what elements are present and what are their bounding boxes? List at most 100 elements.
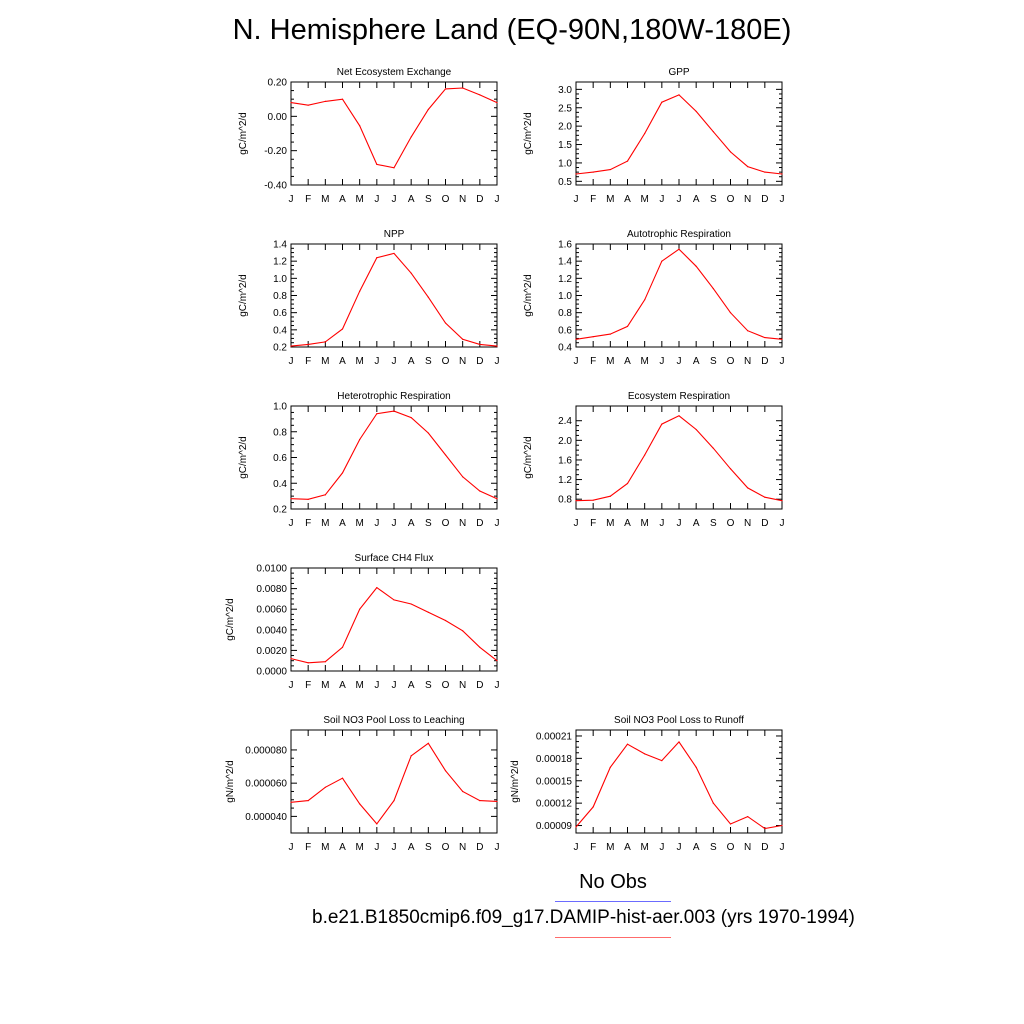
y-tick-label: 0.0060 bbox=[256, 605, 287, 616]
y-axis-label: gN/m^2/d bbox=[225, 760, 236, 803]
data-point bbox=[729, 151, 732, 153]
data-point bbox=[444, 619, 447, 622]
x-tick-label: O bbox=[727, 842, 735, 853]
x-tick-label: A bbox=[624, 194, 631, 205]
data-point bbox=[729, 468, 732, 470]
plot-frame bbox=[575, 729, 783, 834]
series-line bbox=[290, 586, 498, 664]
y-tick-label: -0.40 bbox=[264, 181, 287, 192]
x-tick-label: A bbox=[339, 842, 346, 853]
y-tick-label: 0.00009 bbox=[536, 821, 573, 832]
data-point bbox=[695, 428, 697, 431]
data-point bbox=[444, 454, 447, 456]
x-tick-label: S bbox=[425, 518, 432, 529]
series-line bbox=[575, 248, 783, 340]
x-tick-label: S bbox=[710, 194, 717, 205]
y-tick-label: 1.4 bbox=[558, 257, 572, 268]
legend-model-line bbox=[555, 937, 671, 938]
data-point bbox=[393, 410, 395, 412]
plot-frame bbox=[290, 729, 498, 834]
x-tick-label: J bbox=[574, 842, 579, 853]
data-point bbox=[410, 272, 412, 274]
data-point bbox=[444, 322, 447, 324]
x-tick-label: A bbox=[408, 518, 415, 529]
x-tick-label: O bbox=[727, 356, 735, 367]
plot-frame bbox=[290, 243, 498, 348]
y-tick-label: 0.4 bbox=[273, 325, 287, 336]
y-tick-label: 0.0000 bbox=[256, 667, 287, 678]
data-point bbox=[496, 345, 498, 347]
data-point bbox=[695, 766, 697, 768]
data-point bbox=[781, 824, 783, 827]
y-tick-label: 2.0 bbox=[558, 122, 572, 133]
x-tick-label: F bbox=[590, 518, 596, 529]
data-point bbox=[678, 248, 680, 250]
series-line bbox=[575, 415, 783, 502]
x-tick-label: D bbox=[761, 842, 768, 853]
data-point bbox=[781, 500, 783, 502]
data-point bbox=[575, 500, 577, 502]
x-tick-label: J bbox=[574, 194, 579, 205]
y-tick-label: 0.4 bbox=[558, 343, 572, 354]
data-point bbox=[376, 257, 378, 259]
x-tick-label: O bbox=[442, 356, 450, 367]
x-tick-label: A bbox=[624, 842, 631, 853]
x-tick-label: S bbox=[425, 194, 432, 205]
data-point bbox=[764, 336, 766, 339]
data-point bbox=[575, 173, 577, 175]
x-tick-label: J bbox=[374, 518, 379, 529]
x-tick-label: J bbox=[677, 518, 682, 529]
y-tick-label: 0.00012 bbox=[536, 799, 573, 810]
y-tick-label: 1.6 bbox=[558, 455, 572, 466]
x-tick-label: N bbox=[744, 842, 751, 853]
y-tick-label: 0.00015 bbox=[536, 776, 573, 787]
x-tick-label: M bbox=[640, 842, 648, 853]
x-tick-label: M bbox=[640, 356, 648, 367]
x-tick-label: J bbox=[289, 194, 294, 205]
data-point bbox=[764, 827, 766, 830]
data-point bbox=[747, 815, 749, 818]
data-point bbox=[479, 646, 481, 648]
data-point bbox=[393, 167, 395, 169]
data-point bbox=[410, 755, 412, 757]
data-point bbox=[393, 252, 395, 255]
y-tick-label: 1.0 bbox=[273, 402, 287, 413]
x-tick-label: J bbox=[495, 518, 500, 529]
x-tick-label: N bbox=[459, 518, 466, 529]
chart-title: Surface CH4 Flux bbox=[355, 553, 434, 564]
series-line bbox=[290, 410, 498, 500]
y-tick-label: 0.0100 bbox=[256, 564, 287, 575]
x-tick-label: A bbox=[408, 194, 415, 205]
y-axis-label: gC/m^2/d bbox=[238, 274, 249, 317]
y-tick-label: 3.0 bbox=[558, 85, 572, 96]
x-tick-label: J bbox=[289, 518, 294, 529]
data-point bbox=[376, 413, 378, 415]
x-tick-label: D bbox=[761, 356, 768, 367]
data-point bbox=[427, 611, 429, 613]
data-point bbox=[341, 328, 344, 330]
x-tick-label: A bbox=[339, 356, 346, 367]
x-tick-label: A bbox=[693, 842, 700, 853]
data-point bbox=[592, 336, 594, 338]
x-tick-label: J bbox=[289, 680, 294, 691]
x-tick-label: O bbox=[727, 518, 735, 529]
data-point bbox=[678, 415, 680, 417]
y-axis-label: gC/m^2/d bbox=[238, 436, 249, 479]
y-tick-label: 0.00018 bbox=[536, 754, 573, 765]
x-tick-label: O bbox=[442, 518, 450, 529]
y-tick-label: 0.6 bbox=[273, 308, 287, 319]
x-tick-label: J bbox=[495, 842, 500, 853]
y-tick-label: 0.6 bbox=[273, 453, 287, 464]
x-tick-label: A bbox=[624, 518, 631, 529]
plot-frame bbox=[290, 567, 498, 672]
data-point bbox=[695, 265, 697, 267]
x-tick-label: F bbox=[590, 842, 596, 853]
x-tick-label: M bbox=[640, 518, 648, 529]
x-tick-label: J bbox=[659, 518, 664, 529]
x-tick-label: J bbox=[659, 842, 664, 853]
data-point bbox=[695, 110, 697, 113]
data-point bbox=[290, 498, 292, 500]
data-point bbox=[609, 495, 611, 497]
